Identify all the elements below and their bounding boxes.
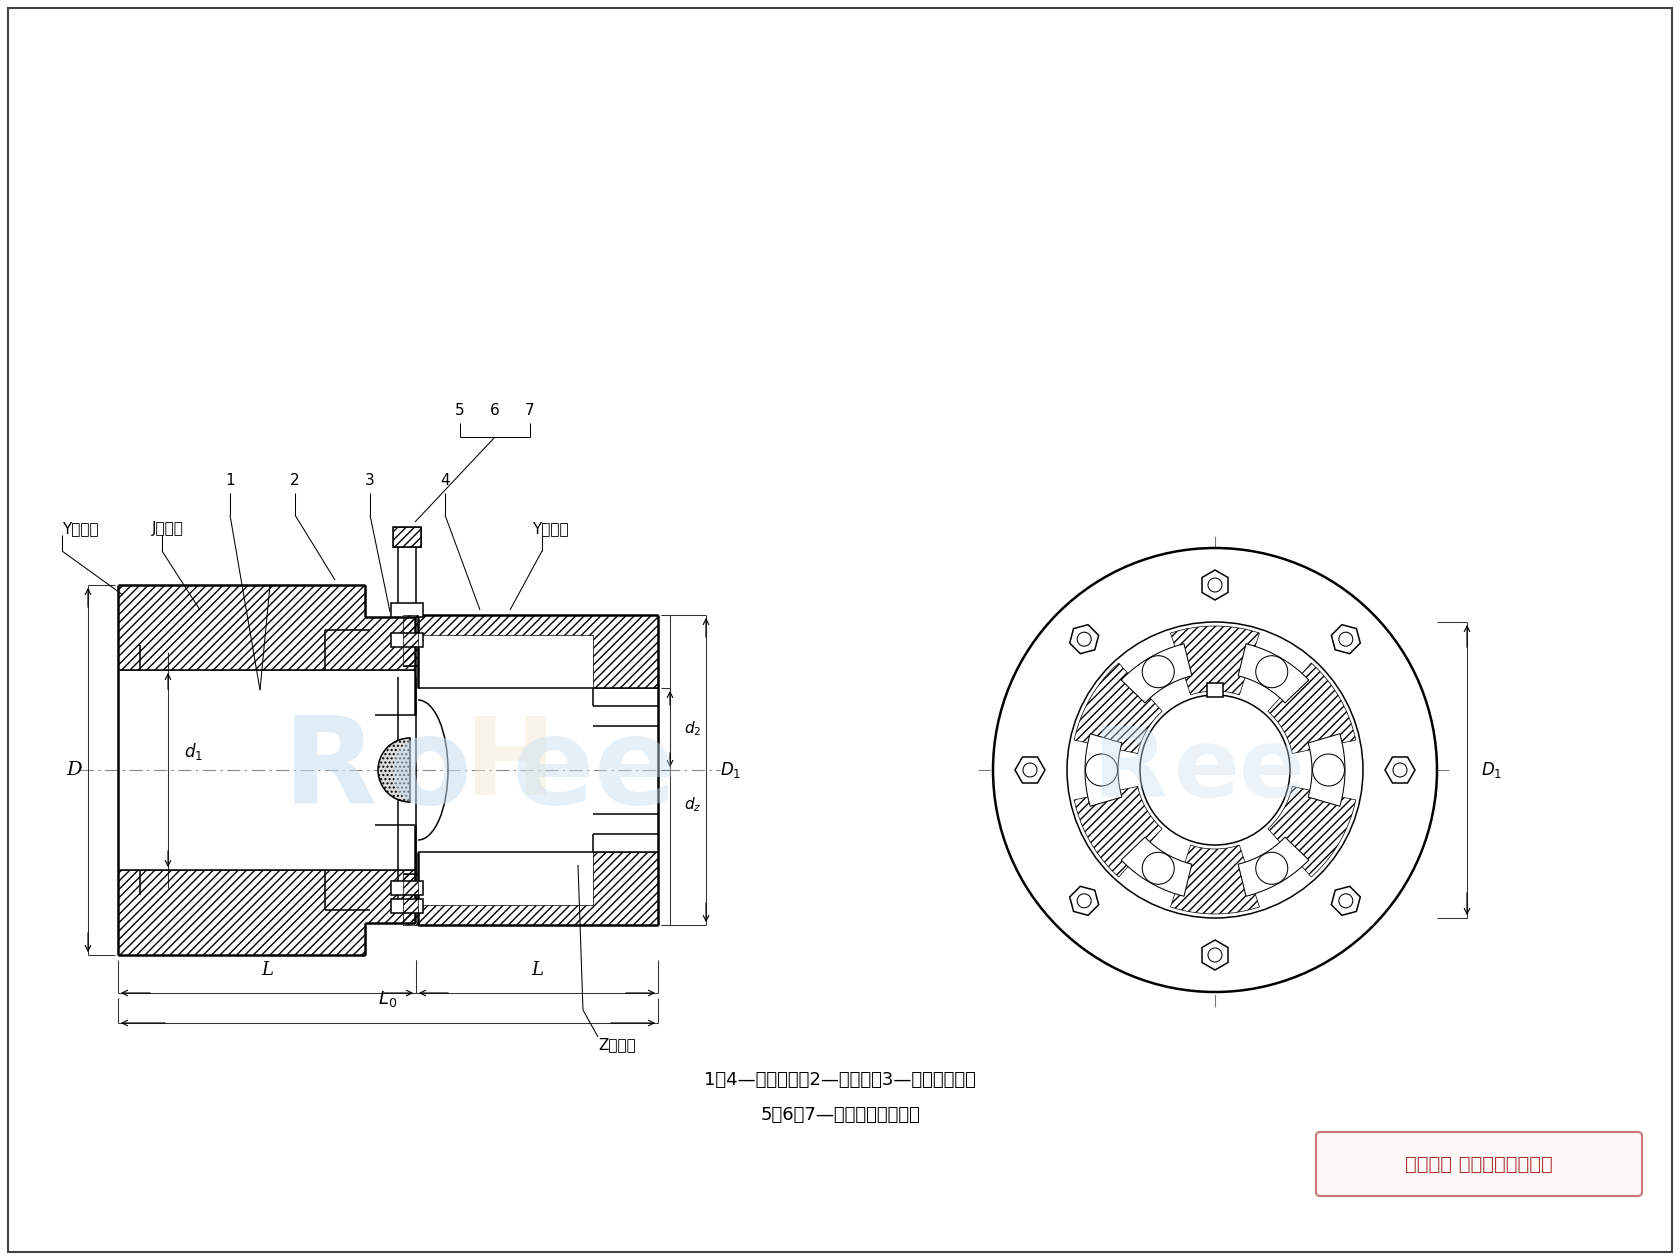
Text: 4: 4 [440, 472, 450, 488]
Circle shape [1255, 852, 1289, 885]
Polygon shape [1121, 837, 1191, 896]
Text: $d_z$: $d_z$ [684, 795, 702, 814]
Circle shape [1339, 633, 1352, 646]
Text: R: R [282, 712, 376, 829]
Text: 1、4—半联轴器；2—弹性件；3—法兰连接件；: 1、4—半联轴器；2—弹性件；3—法兰连接件； [704, 1071, 976, 1089]
Circle shape [1077, 633, 1092, 646]
Text: R: R [1092, 723, 1168, 816]
Text: ee: ee [512, 712, 677, 829]
Text: 7: 7 [526, 403, 534, 418]
FancyBboxPatch shape [1315, 1131, 1641, 1196]
Circle shape [1023, 764, 1037, 777]
Text: $d_2$: $d_2$ [684, 719, 701, 738]
Text: L: L [531, 961, 543, 979]
Circle shape [1208, 578, 1221, 592]
Bar [391, 881, 423, 895]
Circle shape [993, 548, 1436, 992]
Polygon shape [1238, 837, 1309, 896]
Text: 1: 1 [225, 472, 235, 488]
Polygon shape [1309, 733, 1346, 806]
Text: Y型轴孔: Y型轴孔 [62, 522, 99, 537]
Bar [391, 633, 423, 646]
Wedge shape [378, 738, 410, 803]
Text: Y型轴孔: Y型轴孔 [533, 522, 568, 537]
Polygon shape [1085, 733, 1122, 806]
Circle shape [1393, 764, 1408, 777]
Text: o: o [388, 712, 472, 829]
Circle shape [1142, 852, 1174, 885]
Circle shape [1077, 893, 1092, 907]
Text: $d_1$: $d_1$ [185, 741, 203, 762]
Text: ee: ee [1174, 723, 1305, 816]
Text: L: L [260, 961, 272, 979]
Text: D: D [66, 761, 82, 779]
Circle shape [1141, 696, 1290, 845]
Text: 5、6、7—螺栓、螺母、垆片: 5、6、7—螺栓、螺母、垆片 [759, 1106, 921, 1124]
Bar [391, 898, 423, 914]
Text: 5: 5 [455, 403, 465, 418]
Text: $L_0$: $L_0$ [378, 989, 398, 1009]
Text: Z型轴孔: Z型轴孔 [598, 1037, 635, 1052]
Text: 3: 3 [365, 472, 375, 488]
Circle shape [1339, 893, 1352, 907]
Text: 版权所有 侵权必被严厉追究: 版权所有 侵权必被严厉追究 [1404, 1154, 1552, 1173]
Circle shape [1085, 753, 1117, 786]
Bar [1206, 683, 1223, 697]
Text: H: H [465, 712, 556, 818]
Text: 2: 2 [291, 472, 299, 488]
Text: J型轴孔: J型轴孔 [151, 522, 183, 537]
Circle shape [1142, 655, 1174, 688]
Circle shape [1208, 948, 1221, 961]
Text: $D_1$: $D_1$ [1482, 760, 1502, 780]
Bar [393, 527, 422, 547]
Circle shape [1067, 622, 1362, 919]
Polygon shape [1238, 644, 1309, 703]
Text: $D_1$: $D_1$ [721, 760, 741, 780]
Circle shape [1312, 753, 1344, 786]
Polygon shape [1121, 644, 1191, 703]
Bar [391, 604, 423, 617]
Circle shape [1255, 655, 1289, 688]
Text: 6: 6 [491, 403, 501, 418]
